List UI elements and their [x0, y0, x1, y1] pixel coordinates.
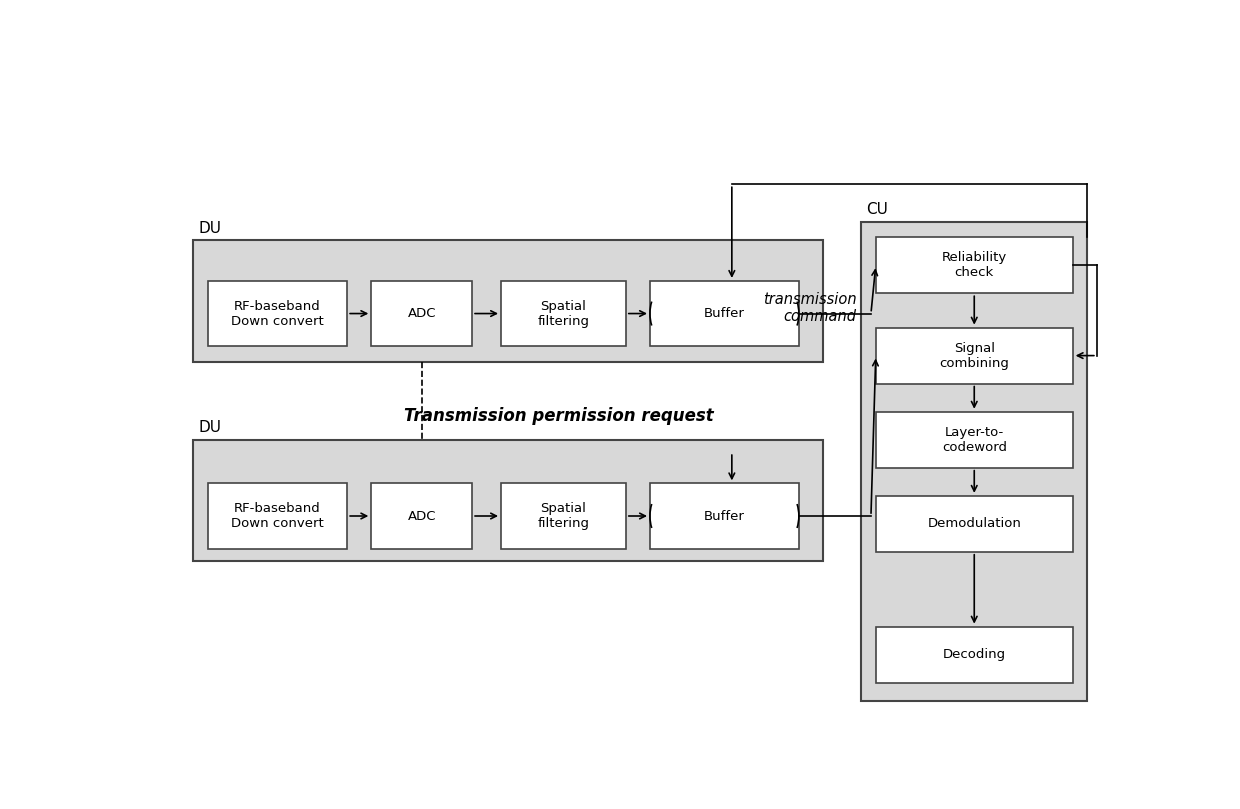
Text: Demodulation: Demodulation	[928, 517, 1022, 530]
Bar	[650, 281, 799, 346]
Bar	[193, 240, 823, 362]
Bar	[862, 222, 1087, 701]
Text: Transmission permission request: Transmission permission request	[404, 407, 713, 425]
Bar	[875, 328, 1073, 383]
Text: ADC: ADC	[408, 307, 436, 320]
Text: RF-baseband
Down convert: RF-baseband Down convert	[231, 502, 324, 530]
Text: Reliability
check: Reliability check	[941, 252, 1007, 279]
Bar	[371, 483, 472, 549]
Bar	[875, 412, 1073, 468]
Text: Layer-to-
codeword: Layer-to- codeword	[941, 426, 1007, 454]
Bar	[371, 281, 472, 346]
Text: ADC: ADC	[408, 510, 436, 523]
Bar	[875, 626, 1073, 683]
Bar	[501, 483, 626, 549]
Bar	[875, 496, 1073, 552]
Text: transmission
command: transmission command	[763, 292, 857, 324]
Text: Signal
combining: Signal combining	[940, 341, 1009, 370]
Text: Spatial
filtering: Spatial filtering	[537, 502, 589, 530]
Text: CU: CU	[866, 202, 888, 217]
Text: Buffer: Buffer	[704, 307, 745, 320]
Text: RF-baseband
Down convert: RF-baseband Down convert	[231, 299, 324, 328]
Text: DU: DU	[198, 420, 221, 435]
Text: Buffer: Buffer	[704, 510, 745, 523]
Bar	[501, 281, 626, 346]
Bar	[650, 483, 799, 549]
Bar	[193, 440, 823, 561]
Text: Spatial
filtering: Spatial filtering	[537, 299, 589, 328]
Bar	[875, 237, 1073, 294]
Text: Decoding: Decoding	[942, 648, 1006, 661]
Text: DU: DU	[198, 221, 221, 236]
Bar	[208, 281, 347, 346]
Bar	[208, 483, 347, 549]
